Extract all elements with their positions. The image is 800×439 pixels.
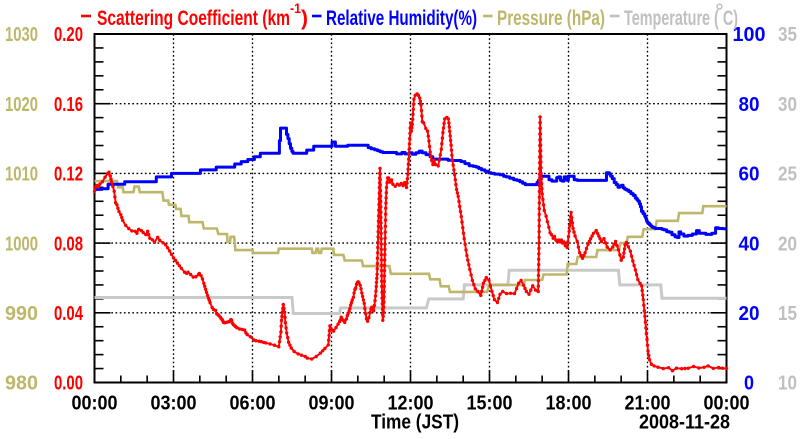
svg-text:0: 0: [744, 373, 754, 395]
svg-text:1030: 1030: [5, 24, 38, 46]
svg-text:Relative Humidity(%): Relative Humidity(%): [326, 7, 477, 30]
svg-text:0.04: 0.04: [54, 303, 84, 325]
svg-text:40: 40: [739, 233, 760, 255]
svg-text:06:00: 06:00: [230, 393, 276, 415]
svg-text:2008-11-28: 2008-11-28: [639, 412, 730, 434]
svg-text:80: 80: [739, 94, 760, 116]
svg-text:00:00: 00:00: [72, 393, 118, 415]
svg-text:Scattering Coefficient (km: Scattering Coefficient (km: [97, 7, 290, 30]
svg-text:1010: 1010: [5, 164, 38, 186]
svg-text:): ): [301, 7, 308, 30]
svg-text:Time (JST): Time (JST): [371, 412, 459, 434]
svg-text:12:00: 12:00: [388, 393, 434, 415]
svg-text:1000: 1000: [5, 233, 38, 255]
svg-text:21:00: 21:00: [625, 393, 671, 415]
svg-text:0.20: 0.20: [54, 24, 83, 46]
svg-text:15:00: 15:00: [467, 393, 513, 415]
svg-text:15: 15: [778, 303, 797, 325]
svg-text:0.00: 0.00: [54, 373, 83, 395]
svg-text:03:00: 03:00: [151, 393, 197, 415]
svg-text:09:00: 09:00: [309, 393, 355, 415]
svg-text:10: 10: [778, 373, 797, 395]
svg-text:100: 100: [733, 24, 766, 46]
svg-text:60: 60: [739, 164, 760, 186]
svg-text:35: 35: [778, 24, 797, 46]
svg-text:-1: -1: [290, 0, 301, 16]
svg-text:0.16: 0.16: [54, 94, 83, 116]
svg-text:20: 20: [778, 233, 797, 255]
svg-text:18:00: 18:00: [546, 393, 592, 415]
svg-text:0.08: 0.08: [54, 233, 83, 255]
svg-text:Temperature ( C): Temperature ( C): [624, 7, 738, 30]
svg-text:990: 990: [5, 303, 38, 325]
svg-text:Pressure (hPa): Pressure (hPa): [497, 7, 605, 30]
svg-text:30: 30: [778, 94, 797, 116]
svg-text:25: 25: [778, 164, 797, 186]
svg-text:1020: 1020: [5, 94, 38, 116]
svg-text:20: 20: [739, 303, 760, 325]
svg-text:00:00: 00:00: [704, 393, 750, 415]
svg-text:0.12: 0.12: [54, 164, 83, 186]
svg-text:980: 980: [5, 373, 38, 395]
